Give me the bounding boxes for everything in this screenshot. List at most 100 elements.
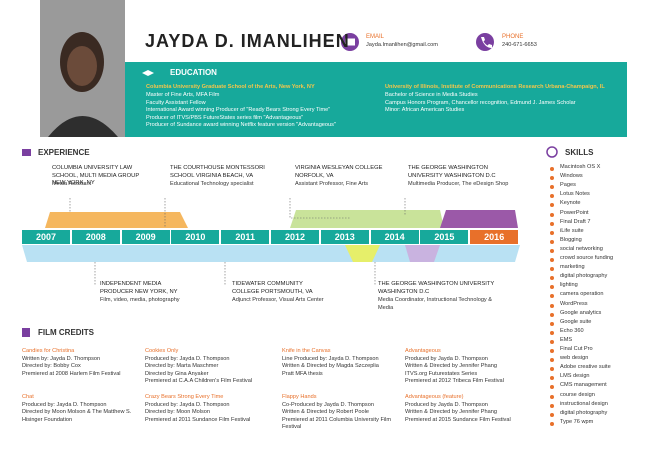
job-org: COLUMBIA UNIVERSITY LAW SCHOOL, MULTI ME… <box>52 165 140 187</box>
skill-bullet <box>550 385 554 390</box>
school-name: University of Illinois, Institute of Com… <box>385 84 605 90</box>
skill-bullet <box>550 203 554 208</box>
skill: CMS management <box>560 382 607 389</box>
skill-bullet <box>550 358 554 363</box>
film-line: Pratt MFA thesis <box>282 370 323 377</box>
skill-bullet <box>550 276 554 281</box>
year: 2009 <box>121 230 170 244</box>
year: 2007 <box>22 230 70 244</box>
film-line: Written & Directed by Jennifer Phang <box>405 363 497 370</box>
email: Jayda.Imanlihen@gmail.com <box>366 42 438 48</box>
job-role: Media Assistant <box>52 181 92 187</box>
skill: web design <box>560 355 589 362</box>
job-role: Media Coordinator, Instructional Technol… <box>378 297 493 311</box>
year: 2012 <box>271 230 319 244</box>
film-line: Directed by: Bobby Cox <box>22 363 81 370</box>
skill: Lotus Notes <box>560 191 590 198</box>
film-title: Advantageous <box>405 348 441 354</box>
job-role: Adjunct Professor, Visual Arts Center <box>232 297 324 303</box>
skill: social networking <box>560 245 603 252</box>
skill: Type 76 wpm <box>560 418 594 425</box>
education-line: Master of Fine Arts, MFA Film <box>146 92 220 98</box>
film-line: Written & Directed by Jennifer Phang <box>405 409 497 416</box>
job-org: THE GEORGE WASHINGTON UNIVERSITY WASHING… <box>408 165 496 179</box>
skill: crowd source funding <box>560 255 614 261</box>
film-title: Chat <box>22 394 34 400</box>
skill: Windows <box>560 173 583 180</box>
education-line: Faculty Assistant Fellow <box>146 99 206 106</box>
job-role: Assistant Professor, Fine Arts <box>295 181 369 187</box>
skill: Pages <box>560 182 576 189</box>
skill: iLife suite <box>560 227 584 234</box>
skill: course design <box>560 391 595 398</box>
film-line: Directed by: Marta Maschmer <box>145 363 219 370</box>
education-line: Campus Honors Program, Chancellor recogn… <box>385 99 576 106</box>
year: 2015 <box>420 230 469 244</box>
film-line: Directed by Gina Anyaker <box>145 370 209 377</box>
skill-bullet <box>550 267 554 272</box>
skill-bullet <box>550 312 554 317</box>
film-line: Premiered at 2011 Columbia University Fi… <box>282 416 392 431</box>
film-line: Produced by Jayda D. Thompson <box>405 401 488 408</box>
education-band <box>125 62 627 137</box>
film-title: Knife in the Canvas <box>282 348 331 354</box>
skill: LMS design <box>560 373 590 380</box>
year: 2016 <box>470 230 519 244</box>
skill-bullet <box>550 421 554 426</box>
job-role: Educational Technology specialist <box>170 181 254 187</box>
skill-bullet <box>550 194 554 199</box>
skill-bullet <box>550 349 554 353</box>
film-line: Premiered at C.A.A Children's Film Festi… <box>145 378 253 385</box>
skill: PowerPoint <box>560 209 589 216</box>
skill: Blogging <box>560 236 582 243</box>
film-line: Produced by Jayda D. Thompson <box>405 355 488 362</box>
job-role: Film, video, media, photography <box>100 297 180 303</box>
film-line: Directed by Moon Molson & The Matthew S.… <box>22 409 132 423</box>
film-line: Premiered at 2015 Sundance Film Festival <box>405 416 511 423</box>
skill-bullet <box>550 185 554 190</box>
film-title: Candies for Christina <box>22 348 75 354</box>
skill: Google analytics <box>560 309 602 316</box>
skill: Google suite <box>560 318 592 325</box>
film-line: Written & Directed by Magda Szczeplia <box>282 363 379 370</box>
skill: Keynote <box>560 200 581 207</box>
skill-bullet <box>550 239 554 244</box>
skill: marketing <box>560 264 585 271</box>
film-line: Produced by: Jayda D. Thompson <box>22 401 107 408</box>
education-line: Producer of Sundance award winning Netfl… <box>146 122 336 129</box>
skill: Echo 360 <box>560 327 584 334</box>
skill-bullet <box>550 230 554 235</box>
skill: camera operation <box>560 291 604 298</box>
skill-bullet <box>550 285 554 290</box>
skill: Macintosh OS X <box>560 164 601 170</box>
skill: lighting <box>560 282 578 289</box>
film-line: Produced by: Jayda D. Thompson <box>145 401 230 408</box>
phone: 240-671-6653 <box>502 42 537 48</box>
skill-bullet <box>550 303 554 308</box>
skill-bullet <box>550 403 554 408</box>
job-org: TIDEWATER COMMUNITY COLLEGE PORTSMOUTH, … <box>232 281 313 295</box>
skill-bullet <box>550 339 554 344</box>
film-line: Produced by: Jayda D. Thompson <box>145 355 230 362</box>
film-title: Crazy Bears Strong Every Time <box>145 394 224 400</box>
job-org: INDEPENDENT MEDIA PRODUCER NEW YORK, NY <box>100 281 178 295</box>
job-org: VIRGINIA WESLEYAN COLLEGE NORFOLK, VA <box>295 165 383 179</box>
film-line: Premiered at 2008 Harlem Film Festival <box>22 370 121 377</box>
film-title: Cookies Only <box>145 348 179 354</box>
skill: WordPress <box>560 300 588 307</box>
year: 2008 <box>71 230 120 244</box>
skill-bullet <box>550 330 554 335</box>
education-line: Producer of ITVS/PBS FutureStates series… <box>146 114 304 121</box>
education-line: Bachelor of Science in Media Studies <box>385 92 478 98</box>
film-line: Co-Produced by Jayda D. Thompson <box>282 401 374 408</box>
job-org: THE COURTHOUSE MONTESSORI SCHOOL VIRGINI… <box>170 165 265 179</box>
film-line: Written by: Jayda D. Thompson <box>22 355 101 362</box>
film-title: Flappy Hands <box>282 394 317 400</box>
film-line: Directed by: Moon Molson <box>145 409 210 416</box>
year: 2011 <box>221 230 270 244</box>
skill-bullet <box>550 176 554 181</box>
education-line: International Award winning Producer of … <box>146 107 331 114</box>
film-line: Line Produced by: Jayda D. Thompson <box>282 355 379 362</box>
